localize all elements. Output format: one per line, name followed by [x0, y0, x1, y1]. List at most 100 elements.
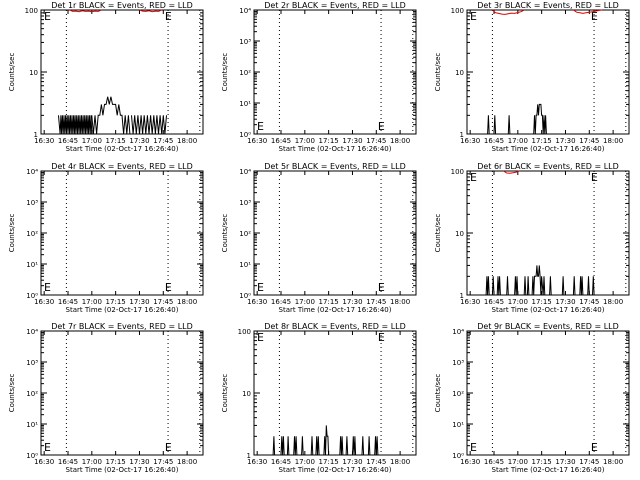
e-marker: E: [44, 281, 51, 294]
events-series-line: [310, 425, 330, 456]
y-tick-label: 10¹: [239, 100, 251, 108]
x-tick-label: 17:15: [319, 298, 339, 306]
y-axis-label: Counts/sec: [8, 53, 16, 92]
x-tick-label: 16:30: [247, 137, 267, 145]
x-tick-label: 18:00: [603, 137, 623, 145]
x-tick-label: 17:30: [129, 298, 149, 306]
y-tick-label: 10¹: [26, 261, 38, 269]
plot-frame: [253, 170, 417, 296]
panel-title: Det 1r BLACK = Events, RED = LLD: [51, 1, 193, 10]
events-series-line: [131, 115, 167, 135]
x-tick-label: 18:00: [390, 458, 410, 466]
plot-frame: [253, 9, 417, 135]
x-tick-label: 18:00: [603, 298, 623, 306]
x-tick-label: 17:15: [319, 458, 339, 466]
e-marker: E: [165, 441, 172, 454]
e-marker: E: [470, 10, 477, 23]
panel-title: Det 4r BLACK = Events, RED = LLD: [51, 162, 193, 171]
x-tick-label: 17:30: [342, 137, 362, 145]
x-tick-label: 17:45: [366, 458, 386, 466]
x-tick-label: 17:00: [82, 298, 102, 306]
x-tick-label: 16:30: [247, 298, 267, 306]
x-tick-label: 17:45: [153, 137, 173, 145]
y-tick-label: 10⁰: [239, 292, 251, 300]
e-marker: E: [378, 331, 385, 344]
panel-det-8r: Det 8r BLACK = Events, RED = LLD 16:30 16:…: [221, 322, 417, 474]
y-axis-label: Counts/sec: [221, 214, 229, 253]
y-axis-label: Counts/sec: [221, 374, 229, 413]
x-tick-label: 16:30: [460, 298, 480, 306]
y-tick-label: 10⁰: [239, 131, 251, 139]
y-tick-label: 10⁴: [26, 168, 38, 176]
e-marker: E: [165, 10, 172, 23]
x-tick-label: 17:15: [106, 298, 126, 306]
y-tick-label: 10⁰: [452, 452, 464, 460]
panel-title: Det 2r BLACK = Events, RED = LLD: [264, 1, 406, 10]
x-axis-label: Start Time (02-Oct-17 16:26:40): [279, 466, 392, 474]
x-tick-label: 17:45: [579, 298, 599, 306]
x-tick-label: 17:30: [129, 458, 149, 466]
x-tick-label: 17:00: [295, 137, 315, 145]
x-tick-label: 17:15: [532, 298, 552, 306]
x-tick-label: 16:45: [58, 137, 78, 145]
x-tick-label: 17:30: [555, 137, 575, 145]
e-marker: E: [257, 281, 264, 294]
x-tick-label: 17:15: [106, 137, 126, 145]
panel-det-4r: Det 4r BLACK = Events, RED = LLD 16:30 16:…: [8, 162, 204, 314]
events-series-line: [561, 276, 595, 296]
panel-title: Det 7r BLACK = Events, RED = LLD: [51, 322, 193, 331]
x-tick-label: 16:45: [271, 298, 291, 306]
y-tick-label: 10³: [26, 359, 38, 367]
x-tick-label: 17:30: [342, 458, 362, 466]
events-series-line: [487, 115, 490, 135]
y-tick-label: 10: [242, 390, 251, 398]
y-tick-label: 10: [455, 69, 464, 77]
y-tick-label: 10¹: [26, 421, 38, 429]
x-tick-label: 16:45: [484, 298, 504, 306]
panel-title: Det 5r BLACK = Events, RED = LLD: [264, 162, 406, 171]
x-tick-label: 17:45: [153, 298, 173, 306]
y-tick-label: 1: [247, 452, 251, 460]
y-axis-label: Counts/sec: [434, 374, 442, 413]
x-tick-label: 18:00: [177, 137, 197, 145]
x-axis-label: Start Time (02-Oct-17 16:26:40): [66, 306, 179, 314]
x-tick-label: 16:45: [58, 298, 78, 306]
y-tick-label: 10⁰: [26, 292, 38, 300]
x-tick-label: 18:00: [603, 458, 623, 466]
x-tick-label: 17:30: [342, 298, 362, 306]
x-axis-label: Start Time (02-Oct-17 16:26:40): [492, 306, 605, 314]
e-marker: E: [470, 441, 477, 454]
panel-title: Det 9r BLACK = Events, RED = LLD: [477, 322, 619, 331]
x-tick-label: 16:30: [460, 458, 480, 466]
lld-series-line: [503, 170, 520, 174]
y-axis-label: Counts/sec: [8, 214, 16, 253]
x-tick-label: 16:30: [247, 458, 267, 466]
panel-det-3r: Det 3r BLACK = Events, RED = LLD 16:30 16:…: [434, 1, 630, 153]
lld-series-line: [492, 9, 525, 15]
panel-title: Det 3r BLACK = Events, RED = LLD: [477, 1, 619, 10]
x-tick-label: 16:45: [271, 458, 291, 466]
plot-frame: [466, 9, 630, 135]
x-tick-label: 17:00: [295, 298, 315, 306]
e-marker: E: [378, 120, 385, 133]
y-tick-label: 1: [460, 292, 464, 300]
x-tick-label: 18:00: [177, 298, 197, 306]
panel-det-5r: Det 5r BLACK = Events, RED = LLD 16:30 16:…: [221, 162, 417, 314]
y-tick-label: 10²: [452, 390, 464, 398]
x-tick-label: 16:30: [34, 137, 54, 145]
lld-series-line: [139, 9, 162, 13]
x-tick-label: 17:15: [532, 458, 552, 466]
y-tick-label: 10¹: [239, 261, 251, 269]
x-tick-label: 17:15: [532, 137, 552, 145]
panel-det-9r: Det 9r BLACK = Events, RED = LLD 16:30 16:…: [434, 322, 630, 474]
panel-det-7r: Det 7r BLACK = Events, RED = LLD 16:30 16:…: [8, 322, 204, 474]
y-axis-label: Counts/sec: [8, 374, 16, 413]
y-tick-label: 100: [25, 7, 38, 15]
y-tick-label: 1: [460, 131, 464, 139]
x-tick-label: 16:45: [484, 137, 504, 145]
y-tick-label: 100: [238, 328, 251, 336]
events-series-line: [272, 436, 304, 456]
events-series-line: [507, 115, 511, 135]
x-tick-label: 17:30: [129, 137, 149, 145]
